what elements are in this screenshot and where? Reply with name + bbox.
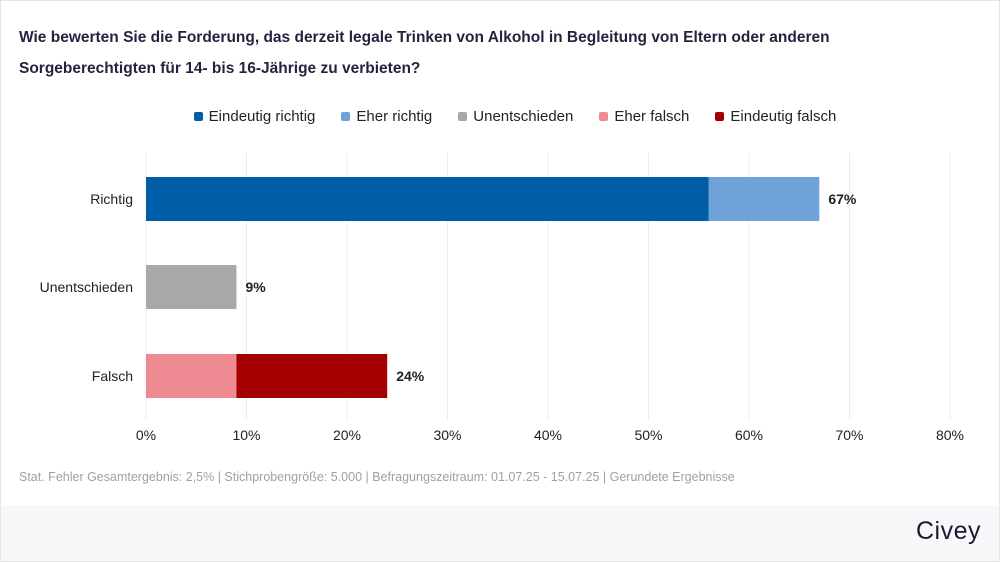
- x-tick-label: 30%: [433, 427, 461, 443]
- x-tick-label: 20%: [333, 427, 361, 443]
- x-tick-label: 60%: [735, 427, 763, 443]
- legend-swatch: [715, 112, 725, 121]
- legend-label: Eindeutig falsch: [730, 108, 837, 125]
- legend-swatch: [599, 112, 609, 121]
- x-tick-label: 50%: [634, 427, 662, 443]
- legend: Eindeutig richtig Eher richtig Unentschied…: [0, 108, 1000, 125]
- x-tick-label: 10%: [232, 427, 260, 443]
- legend-item: Unentschieden: [458, 108, 573, 125]
- bar-segment: [236, 354, 388, 398]
- legend-item: Eher richtig: [341, 108, 432, 125]
- footer: Civey: [1, 505, 999, 561]
- category-label: Falsch: [92, 368, 133, 384]
- legend-swatch: [193, 112, 203, 121]
- bar-segment: [146, 265, 237, 309]
- bar-segment: [146, 354, 237, 398]
- legend-label: Eher falsch: [614, 108, 690, 125]
- x-tick-label: 0%: [136, 427, 156, 443]
- total-label: 24%: [396, 368, 425, 384]
- civey-logo: Civey: [915, 517, 981, 545]
- legend-item: Eindeutig falsch: [715, 108, 836, 125]
- legend-swatch: [341, 112, 351, 121]
- legend-item: Eindeutig richtig: [193, 108, 316, 125]
- bar-segment: [146, 177, 709, 221]
- x-tick-label: 80%: [936, 427, 964, 443]
- chart-title: Wie bewerten Sie die Forderung, das derz…: [19, 29, 830, 77]
- category-label: Unentschieden: [40, 279, 133, 295]
- x-tick-label: 70%: [835, 427, 863, 443]
- legend-label: Eindeutig richtig: [208, 108, 316, 125]
- bar-chart: 0% 10% 20% 30% 40% 50% 60% 70% 80% Richtig 67% Unen…: [40, 153, 964, 443]
- bar-segment: [708, 177, 820, 221]
- legend-item: Eher falsch: [599, 108, 689, 125]
- total-label: 67%: [828, 191, 857, 207]
- category-label: Richtig: [90, 191, 133, 207]
- total-label: 9%: [245, 279, 266, 295]
- footnote: Stat. Fehler Gesamtergebnis: 2,5% | Stic…: [19, 470, 735, 484]
- legend-swatch: [458, 112, 468, 121]
- legend-label: Unentschieden: [473, 108, 574, 125]
- legend-label: Eher richtig: [356, 108, 433, 125]
- x-tick-label: 40%: [534, 427, 562, 443]
